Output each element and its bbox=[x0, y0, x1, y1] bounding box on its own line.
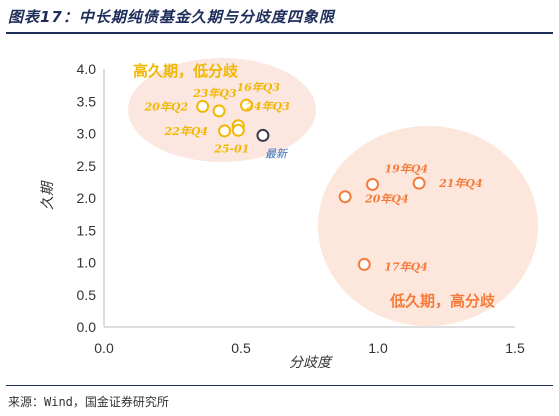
point-label: 24年Q3 bbox=[245, 100, 290, 113]
zone-label-high-duration-low-divergence: 高久期，低分歧 bbox=[133, 62, 239, 80]
point-label: 17年Q4 bbox=[384, 260, 428, 273]
x-tick-label: 1.5 bbox=[505, 340, 525, 356]
y-tick-label: 3.5 bbox=[77, 93, 97, 109]
y-tick-label: 0.0 bbox=[77, 319, 97, 335]
data-point bbox=[212, 104, 226, 118]
x-tick-label: 0.5 bbox=[231, 340, 251, 356]
data-point bbox=[196, 99, 210, 113]
data-point bbox=[231, 123, 245, 137]
source-note: 来源：Wind，国金证券研究所 bbox=[8, 395, 169, 409]
point-label: 22年Q4 bbox=[164, 125, 209, 138]
data-point bbox=[338, 190, 352, 204]
x-tick-label: 0.0 bbox=[94, 340, 114, 356]
point-label: 20年Q2 bbox=[144, 100, 189, 113]
y-tick-label: 1.5 bbox=[77, 222, 97, 238]
y-tick-label: 1.0 bbox=[77, 255, 97, 271]
point-label: 25-01 bbox=[213, 142, 249, 155]
zone-layer bbox=[128, 58, 538, 326]
point-label: 16年Q3 bbox=[236, 81, 280, 94]
y-tick-label: 3.0 bbox=[77, 126, 97, 142]
title-rule bbox=[6, 32, 553, 34]
scatter-chart: 0.0 0.5 1.0 1.5 2.0 2.5 3.0 3.5 4.0 0.0 0.5 1.0 1.5 分… bbox=[40, 58, 538, 371]
data-point bbox=[239, 98, 253, 112]
y-axis-title: 久期 bbox=[40, 180, 56, 210]
data-point bbox=[256, 128, 270, 142]
points-layer bbox=[196, 98, 426, 271]
point-label: 20年Q4 bbox=[364, 193, 409, 206]
data-point bbox=[218, 124, 232, 138]
axes-layer: 0.0 0.5 1.0 1.5 2.0 2.5 3.0 3.5 4.0 0.0 0.5 1.0 1.5 分… bbox=[40, 61, 525, 371]
y-tick-label: 2.0 bbox=[77, 190, 97, 206]
y-tick-label: 0.5 bbox=[77, 287, 97, 303]
point-label: 21年Q4 bbox=[438, 177, 483, 190]
footer-rule bbox=[6, 385, 553, 386]
zone-low-duration-high-divergence bbox=[318, 126, 538, 326]
point-label: 19年Q4 bbox=[385, 162, 429, 175]
data-point bbox=[357, 257, 371, 271]
point-label: 23年Q3 bbox=[192, 87, 237, 100]
y-tick-label: 4.0 bbox=[77, 61, 97, 77]
y-tick-label: 2.5 bbox=[77, 158, 97, 174]
x-tick-label: 1.0 bbox=[368, 340, 388, 356]
x-axis-title: 分歧度 bbox=[289, 355, 333, 371]
data-point bbox=[366, 177, 380, 191]
zone-label-low-duration-high-divergence: 低久期，高分歧 bbox=[389, 292, 496, 310]
data-point bbox=[412, 176, 426, 190]
figure-title: 图表17：中长期纯债基金久期与分歧度四象限 bbox=[8, 8, 335, 26]
point-label: 最新 bbox=[265, 147, 289, 160]
